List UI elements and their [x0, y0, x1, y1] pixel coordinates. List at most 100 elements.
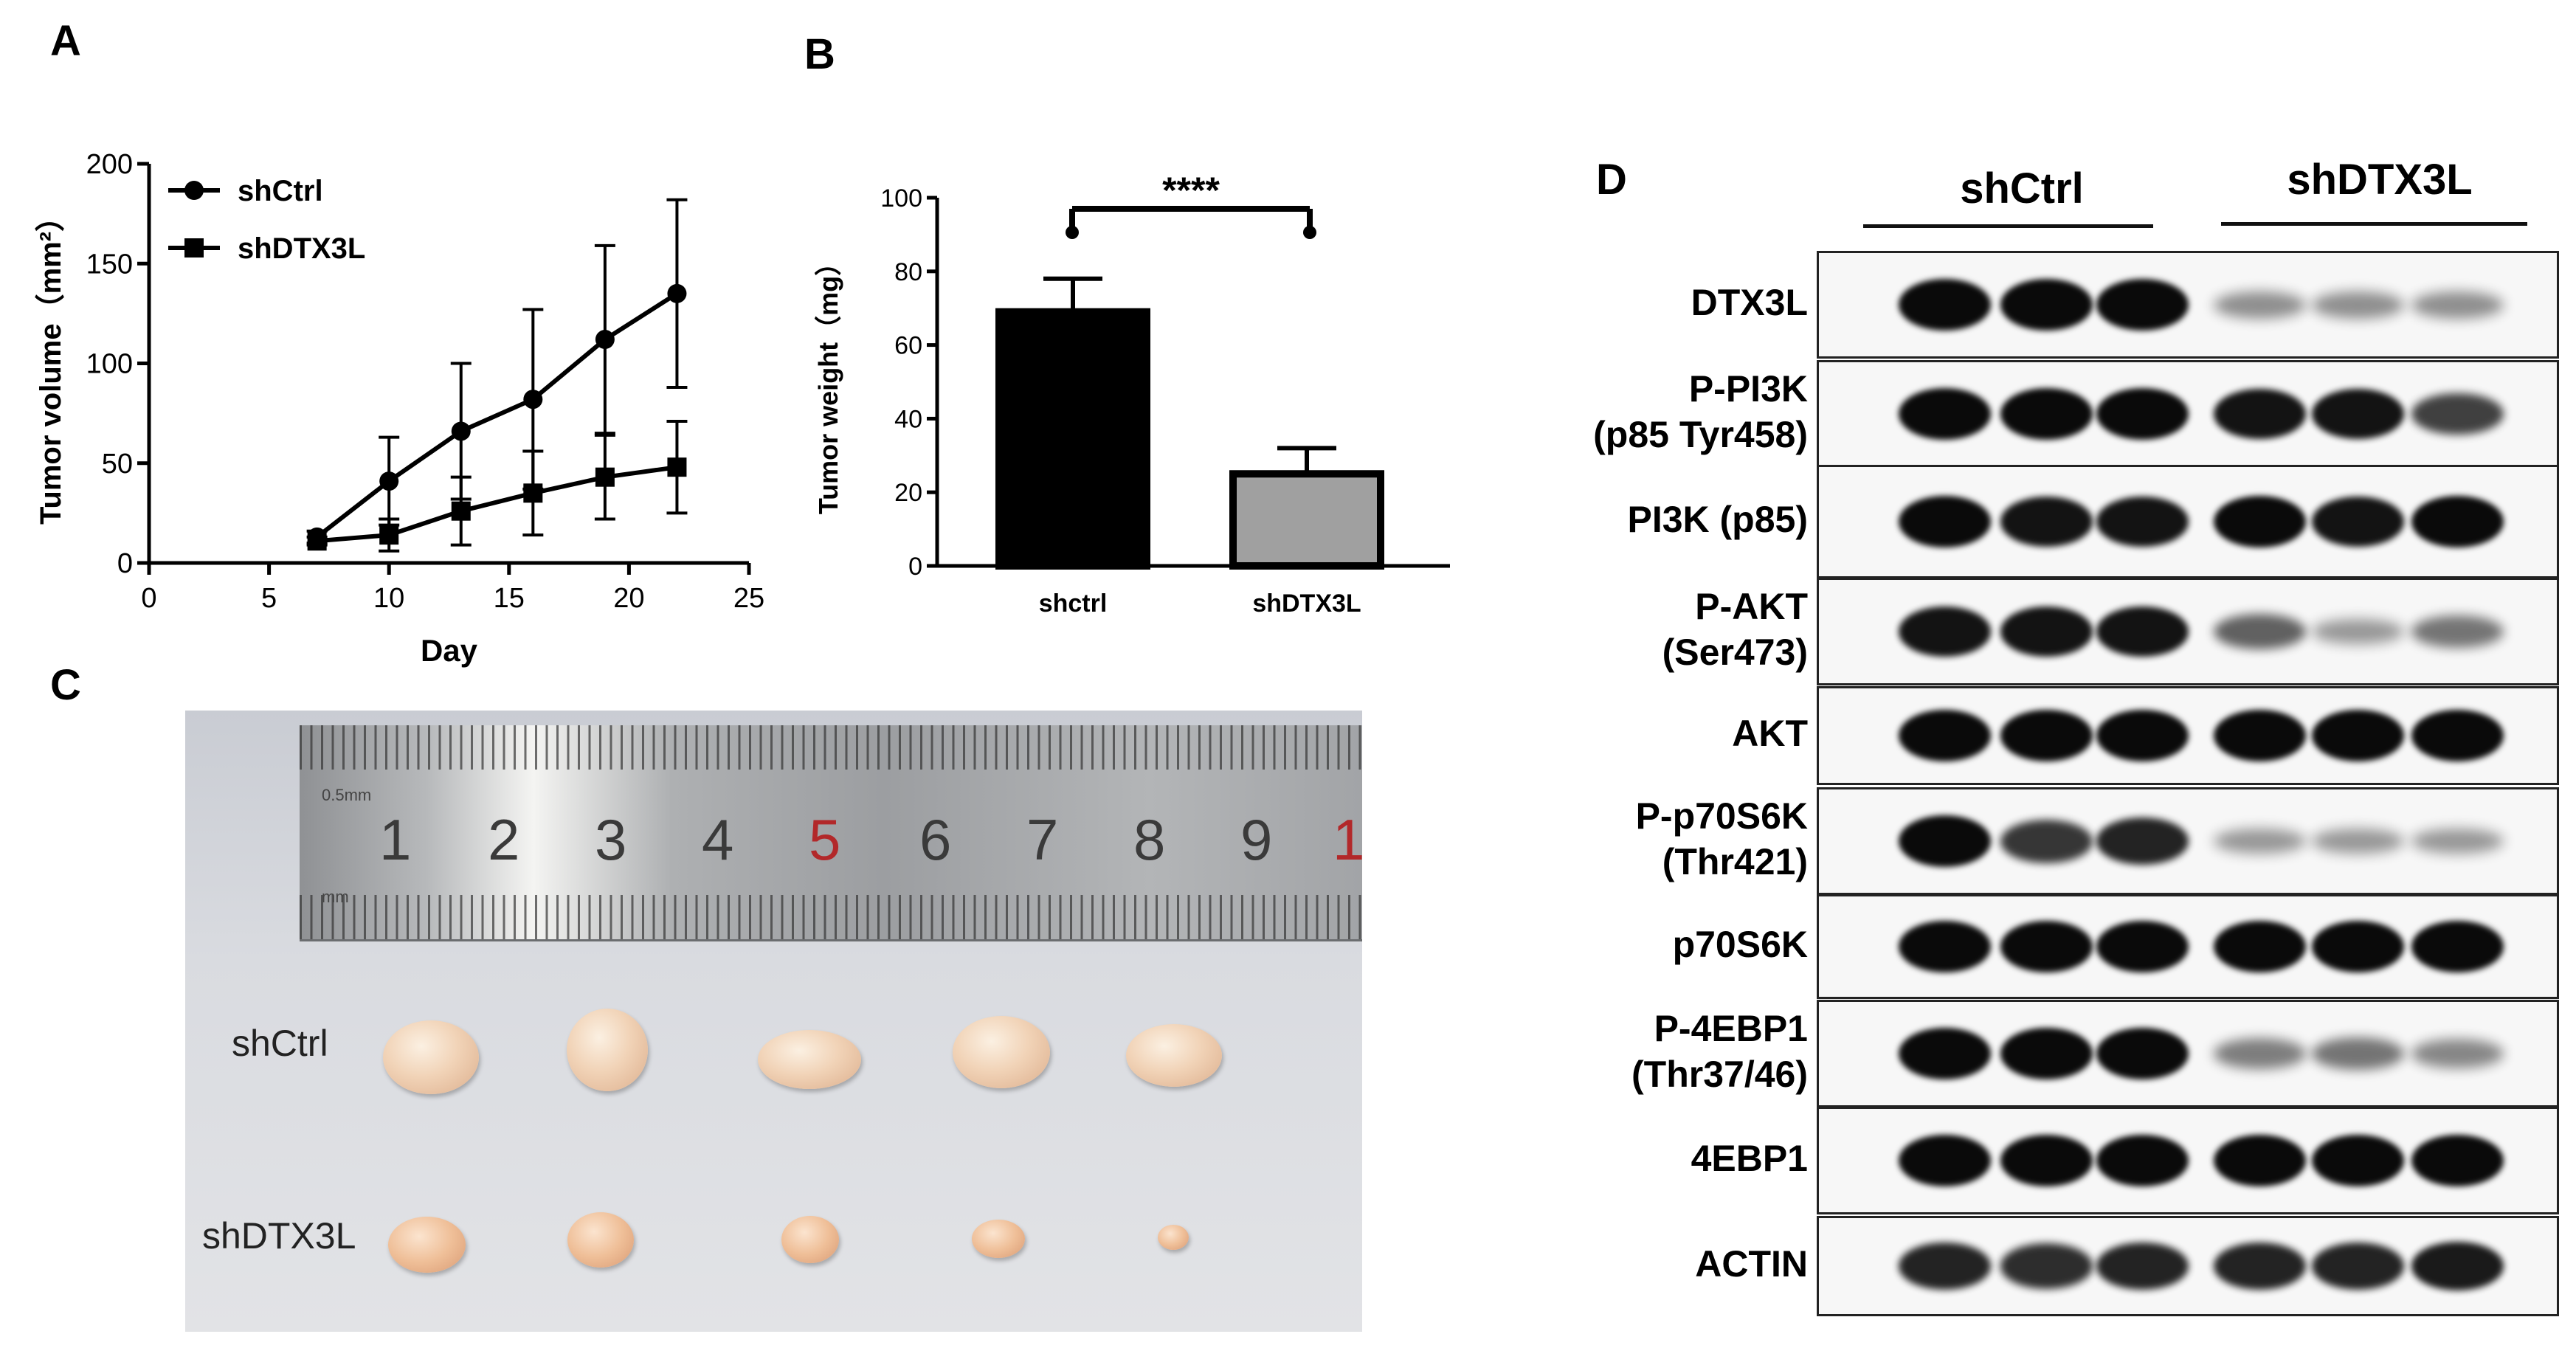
tumor-shdtx3l-5 [1158, 1225, 1189, 1250]
tumor-shctrl-2 [567, 1009, 648, 1091]
blot-band [2214, 496, 2306, 547]
data-point-shCtrl [595, 330, 615, 350]
y-tick-label: 60 [894, 332, 922, 360]
blot-band [2000, 497, 2093, 547]
blot-band [1899, 1242, 1991, 1290]
data-point-shCtrl [451, 421, 471, 441]
blot-band [2096, 1242, 2189, 1290]
y-tick-label: 200 [86, 149, 133, 180]
ruler-number: 2 [488, 807, 520, 872]
x-tick-label: 15 [494, 583, 525, 614]
tumor-shdtx3l-2 [567, 1212, 634, 1268]
tumor-volume-line-chart: 0 5 10 15 20 25 0 50 100 150 200 Day Tumor volume（mm… [35, 149, 764, 668]
y-tick-label: 100 [86, 349, 133, 380]
blot-band [2214, 614, 2306, 649]
panel-label-d: D [1596, 156, 1627, 204]
blot-band [2312, 389, 2404, 439]
y-tick-label: 80 [894, 258, 922, 286]
ruler-number: 8 [1133, 807, 1166, 872]
x-tick-label: shDTX3L [1252, 590, 1361, 618]
legend-label-shCtrl: shCtrl [238, 175, 323, 207]
blot-band [2312, 497, 2404, 547]
blot-row-label: AKT [1732, 713, 1808, 754]
blot-row-p-p70s6k [1817, 787, 2559, 895]
blot-band [2312, 1135, 2404, 1186]
ruler-number: 9 [1240, 807, 1273, 872]
y-tick-label: 50 [102, 449, 133, 480]
blot-band [2096, 388, 2189, 440]
blot-row-pi3k-p85- [1817, 465, 2559, 578]
series-line-shDTX3L [317, 465, 677, 544]
blot-band [2411, 393, 2504, 435]
blot-band [1899, 921, 1991, 972]
ruler-number: 1 [1333, 807, 1362, 872]
panel-label-b: B [804, 30, 835, 78]
blot-band [1899, 388, 1991, 440]
blot-group-label-shdtx3l: shDTX3L [2287, 156, 2473, 204]
blot-band [2411, 1039, 2504, 1068]
blot-band [2214, 921, 2306, 972]
blot-band [2312, 291, 2404, 319]
blot-band [2312, 828, 2404, 854]
ruler-number: 6 [919, 807, 952, 872]
data-point-shCtrl [667, 283, 687, 303]
blot-band [1899, 1135, 1991, 1186]
ruler-number: 4 [702, 807, 734, 872]
data-point-shDTX3L [667, 457, 687, 477]
blot-row-dtx3l [1817, 251, 2559, 359]
blot-band [2214, 291, 2306, 319]
blot-band [1899, 279, 1991, 331]
y-tick-label: 0 [117, 548, 133, 579]
ruler-number: 1 [379, 807, 412, 872]
blot-band [2214, 389, 2306, 439]
blot-band [2096, 279, 2189, 331]
tumor-shctrl-3 [758, 1030, 861, 1089]
bar-shctrl [995, 308, 1150, 570]
blot-band [2214, 1242, 2306, 1290]
blot-group-line-shctrl [1863, 224, 2153, 228]
blot-band [2214, 1135, 2306, 1186]
blot-band [2312, 921, 2404, 972]
blot-row-p70s6k [1817, 894, 2559, 999]
data-point-shDTX3L [523, 483, 543, 503]
tumor-shctrl-5 [1126, 1024, 1222, 1087]
blot-row-label: DTX3L [1691, 282, 1808, 323]
x-tick-label: shctrl [1039, 590, 1108, 618]
blot-row-label: PI3K (p85) [1627, 499, 1808, 540]
panel-label-c: C [50, 661, 81, 709]
blot-row-label: p70S6K [1672, 924, 1808, 965]
blot-band [2312, 1242, 2404, 1290]
blot-group-label-shctrl: shCtrl [1960, 165, 2084, 212]
blot-band [2000, 921, 2093, 972]
significance-label: **** [1162, 170, 1220, 211]
blot-band [2411, 921, 2504, 972]
ruler-number: 3 [595, 807, 627, 872]
tumor-shctrl-1 [383, 1020, 479, 1094]
blot-band [2000, 1135, 2093, 1186]
blot-band [1899, 710, 1991, 761]
y-tick-label: 150 [86, 249, 133, 280]
blot-band [2096, 606, 2189, 657]
x-tick-label: 20 [613, 583, 644, 614]
bar-shDTX3L [1229, 470, 1384, 570]
blot-row-p-pi3k [1817, 360, 2559, 468]
blot-band [2214, 828, 2306, 854]
ruler-unit-bottom: mm [322, 888, 349, 906]
blot-band [2096, 1028, 2189, 1079]
blot-band [2411, 1135, 2504, 1186]
y-axis-label: Tumor volume（mm²） [35, 202, 67, 525]
blot-band [2000, 819, 2093, 863]
significance-bracket-end [1303, 226, 1316, 239]
y-tick-label: 100 [880, 184, 922, 212]
tumor-shctrl-4 [953, 1016, 1050, 1088]
blot-band [2411, 496, 2504, 547]
ruler-number: 5 [809, 807, 841, 872]
panel-label-a: A [50, 17, 81, 65]
blot-row-4ebp1 [1817, 1107, 2559, 1214]
x-tick-label: 5 [261, 583, 277, 614]
ruler-unit-top: 0.5mm [322, 786, 372, 804]
blot-row-label: P-p70S6K (Thr421) [1635, 795, 1808, 882]
data-point-shCtrl [379, 471, 399, 491]
